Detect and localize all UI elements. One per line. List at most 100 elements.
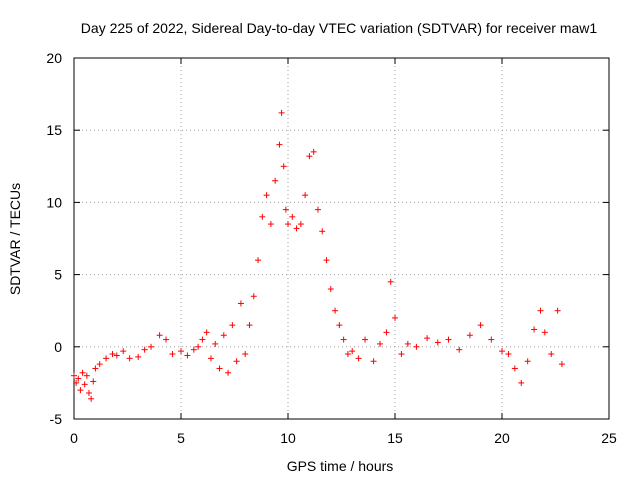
data-point <box>85 390 92 397</box>
x-axis-label: GPS time / hours <box>287 458 394 474</box>
data-point <box>518 379 525 386</box>
data-point <box>203 329 210 336</box>
data-point <box>229 322 236 329</box>
data-point <box>323 257 330 264</box>
data-point <box>340 336 347 343</box>
data-point <box>96 361 103 368</box>
chart-title: Day 225 of 2022, Sidereal Day-to-day VTE… <box>81 20 598 36</box>
y-tick-label: 5 <box>54 267 62 283</box>
data-point <box>225 369 232 376</box>
data-point <box>77 387 84 394</box>
data-point <box>92 365 99 372</box>
data-point <box>75 375 82 382</box>
data-point <box>216 365 223 372</box>
data-point <box>362 336 369 343</box>
x-tick-label: 10 <box>280 430 296 446</box>
data-point <box>178 348 184 355</box>
plot-frame <box>73 57 610 420</box>
y-tick-label: 15 <box>46 122 62 138</box>
data-point <box>220 332 227 339</box>
data-point <box>344 351 351 358</box>
data-point <box>233 358 240 365</box>
data-point <box>190 346 197 353</box>
data-point <box>267 221 274 228</box>
y-tick-label: 20 <box>46 50 62 66</box>
data-point <box>314 206 321 213</box>
data-point <box>242 351 249 358</box>
data-point <box>246 322 253 329</box>
data-point <box>505 351 512 358</box>
data-point <box>387 278 394 285</box>
data-point <box>289 213 296 220</box>
data-point <box>537 307 544 314</box>
data-point <box>259 213 266 220</box>
data-point <box>383 329 390 336</box>
data-point <box>113 352 120 359</box>
x-tick-label: 25 <box>601 430 617 446</box>
data-point <box>109 351 116 358</box>
data-point <box>310 148 317 155</box>
data-point <box>250 293 257 300</box>
data-point <box>184 352 191 359</box>
data-point <box>156 332 163 339</box>
y-tick-label: 10 <box>46 194 62 210</box>
data-point <box>141 346 148 353</box>
data-point <box>297 221 304 228</box>
data-point <box>511 365 518 372</box>
data-point <box>456 346 463 353</box>
y-tick-label: 0 <box>54 339 62 355</box>
data-point <box>392 314 398 321</box>
y-axis-label: SDTVAR / TECUs <box>7 183 23 295</box>
data-point <box>558 361 565 368</box>
data-point <box>278 109 285 116</box>
data-point <box>413 343 420 350</box>
data-point <box>477 322 484 329</box>
data-point <box>524 358 531 365</box>
data-point <box>207 355 214 362</box>
axis-ticks: 0 5 10 15 20 25 -5 0 5 10 15 20 <box>46 50 617 446</box>
data-point <box>554 307 561 314</box>
data-point <box>169 351 176 358</box>
data-point <box>541 329 548 336</box>
data-point <box>199 336 206 343</box>
data-point <box>280 163 287 170</box>
data-point <box>377 340 384 347</box>
x-tick-label: 20 <box>494 430 510 446</box>
data-point <box>336 322 343 329</box>
data-point <box>90 378 97 385</box>
data-point <box>327 286 334 293</box>
data-point <box>306 153 313 160</box>
data-point <box>282 206 289 213</box>
data-point <box>488 336 495 343</box>
data-point <box>355 355 362 362</box>
x-tick-label: 5 <box>177 430 185 446</box>
data-point <box>81 381 88 388</box>
data-point <box>255 257 262 264</box>
data-point <box>272 177 279 184</box>
data-point <box>126 355 133 362</box>
data-point <box>83 372 90 379</box>
data-point <box>135 353 142 360</box>
data-point <box>103 355 110 362</box>
data-point <box>263 192 270 199</box>
data-point <box>79 369 86 376</box>
y-tick-label: -5 <box>50 411 63 427</box>
data-point <box>276 141 283 148</box>
data-point <box>434 339 441 346</box>
data-point <box>445 336 452 343</box>
data-point <box>163 336 170 343</box>
data-point <box>531 326 538 333</box>
data-point <box>293 225 300 232</box>
data-point <box>88 395 95 402</box>
data-point <box>73 379 80 386</box>
data-point <box>120 348 127 355</box>
data-point <box>148 343 155 350</box>
data-point <box>548 351 555 358</box>
grid <box>74 58 609 419</box>
x-tick-label: 0 <box>70 430 78 446</box>
x-tick-label: 15 <box>387 430 403 446</box>
data-point <box>319 228 326 235</box>
data-point <box>237 300 244 307</box>
data-point <box>398 351 405 358</box>
